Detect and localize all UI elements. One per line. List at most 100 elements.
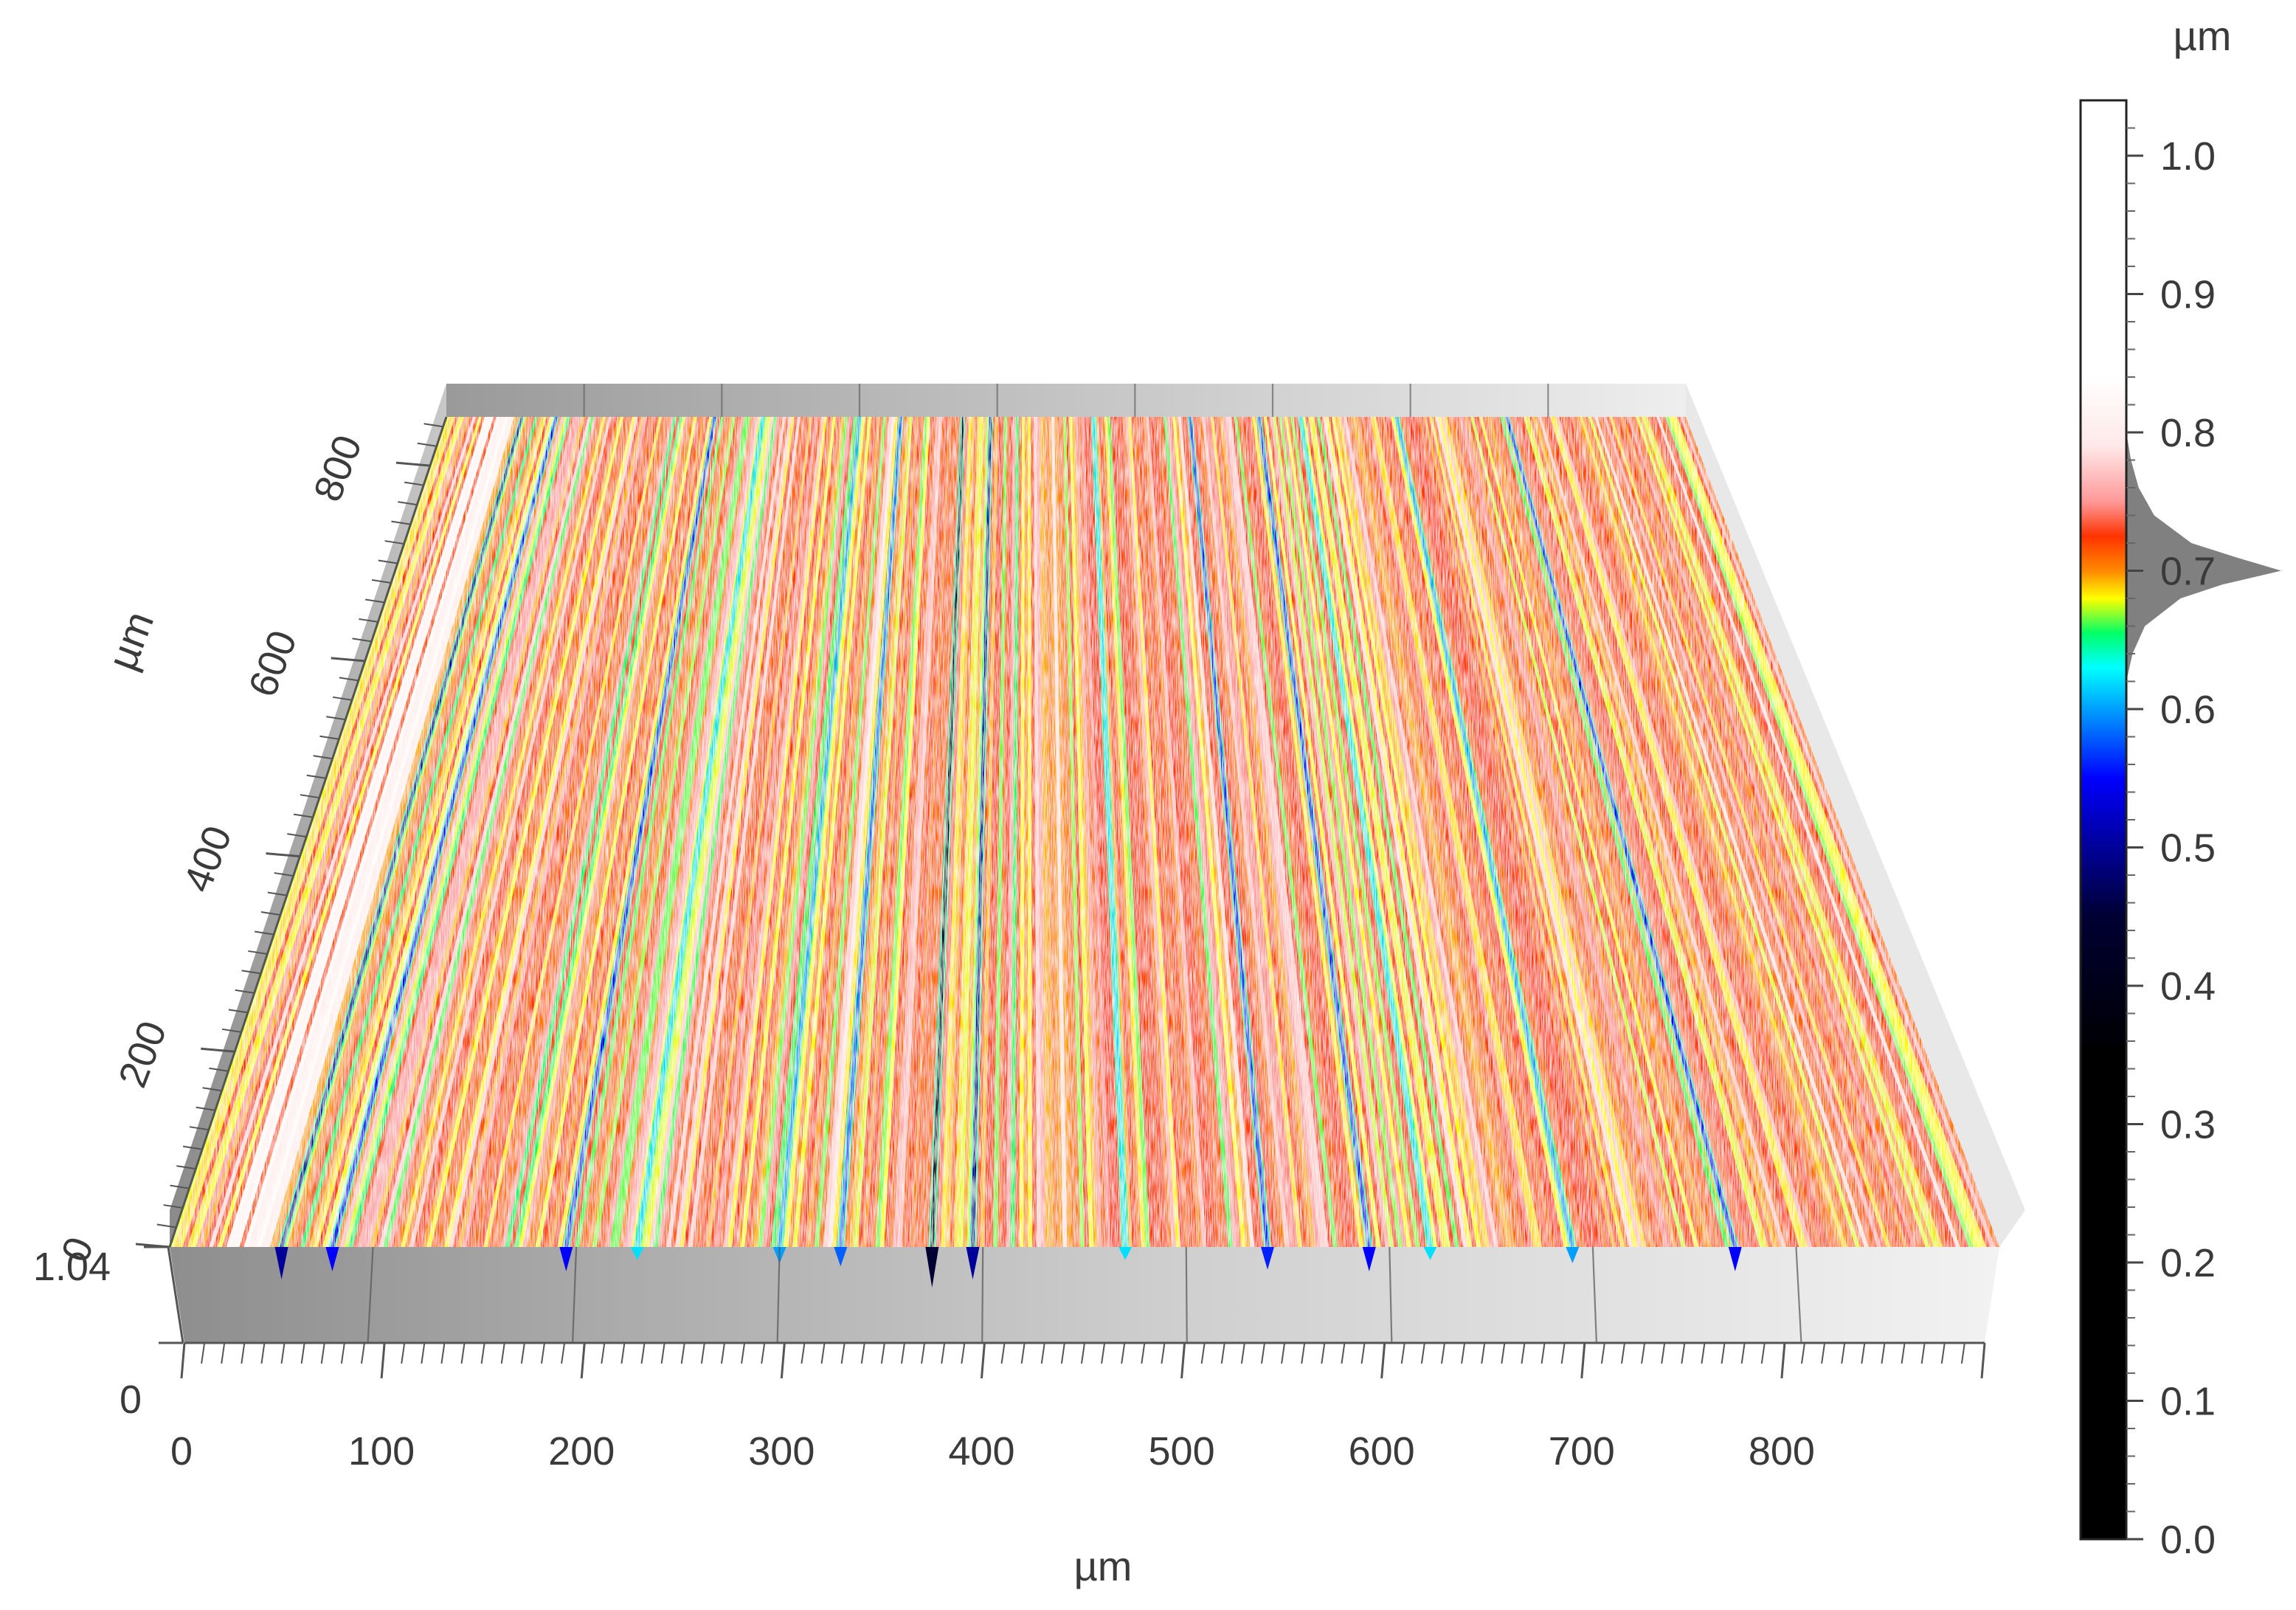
surface-stripe	[488, 417, 665, 1247]
surface-stripe	[1057, 417, 1077, 1247]
surface-stripe	[1630, 417, 1922, 1247]
surface-stripe	[1102, 417, 1142, 1247]
surface-stripe	[1329, 417, 1478, 1247]
surface-stripe	[1149, 417, 1212, 1247]
surface-stripe	[888, 417, 937, 1247]
surface-stripe	[1600, 417, 1878, 1247]
surface-stripe	[1615, 417, 1901, 1247]
surface-stripe	[230, 417, 491, 1247]
surface-stripe	[875, 417, 928, 1247]
surface-stripe	[818, 417, 890, 1247]
surface-stripe	[1476, 417, 1695, 1247]
surface-stripe	[1040, 417, 1051, 1247]
surface-stripe	[579, 417, 727, 1247]
y-tick-label: 600	[241, 625, 305, 703]
surface-stripe	[426, 417, 624, 1247]
surface-stripe	[1385, 417, 1560, 1247]
surface-stripe	[766, 417, 854, 1247]
surface-stripe	[378, 417, 592, 1247]
surface-stripe	[1042, 417, 1055, 1247]
surface-stripe	[387, 417, 598, 1247]
groove-dip	[1118, 1247, 1133, 1260]
surface-stripe	[1155, 417, 1220, 1247]
surface-stripe	[1656, 417, 1961, 1247]
surface-stripe	[1636, 417, 1931, 1247]
surface-stripe	[1163, 417, 1234, 1247]
surface-stripe	[893, 417, 940, 1247]
colorbar-tick-label: 0.8	[2160, 411, 2216, 455]
surface-stripe	[243, 417, 500, 1247]
surface-stripe	[1400, 417, 1583, 1247]
surface-stripe	[1473, 417, 1691, 1247]
surface-stripe	[1346, 417, 1504, 1247]
surface-stripe	[1264, 417, 1382, 1247]
surface-stripe	[1509, 417, 1743, 1247]
surface-stripe	[1494, 417, 1721, 1247]
surface-stripe	[509, 417, 680, 1247]
surface-stripe	[1320, 417, 1465, 1247]
surface-stripe	[1532, 417, 1778, 1247]
surface-stripe	[252, 417, 506, 1247]
surface-stripe	[1438, 417, 1639, 1247]
surface-stripe	[235, 417, 494, 1247]
surface-stripe	[941, 417, 972, 1247]
surface-stripe	[1550, 417, 1805, 1247]
surface-stripe	[1414, 417, 1604, 1247]
surface-stripe	[692, 417, 804, 1247]
surface-stripe	[1290, 417, 1421, 1247]
x-tick-label: 600	[1349, 1429, 1415, 1473]
surface-stripe	[1488, 417, 1713, 1247]
surface-stripe	[1279, 417, 1403, 1247]
z-tick-label-top: 1.04	[33, 1245, 111, 1289]
surface-stripe	[1166, 417, 1238, 1247]
surface-stripe	[221, 417, 485, 1247]
surface-stripe	[1361, 417, 1526, 1247]
surface-stripe	[902, 417, 946, 1247]
surface-stripe	[1060, 417, 1081, 1247]
surface-stripe	[1674, 417, 1988, 1247]
surface-stripe	[317, 417, 550, 1247]
surface-stripe	[457, 417, 645, 1247]
surface-stripe	[905, 417, 949, 1247]
surface-stripe	[879, 417, 931, 1247]
surface-stripe	[1311, 417, 1451, 1247]
surface-stripe	[945, 417, 975, 1247]
surface-stripe	[640, 417, 769, 1247]
surface-stripe	[1305, 417, 1443, 1247]
surface-stripe	[744, 417, 840, 1247]
surface-stripe	[1547, 417, 1800, 1247]
surface-stripe	[287, 417, 530, 1247]
surface-stripe	[1143, 417, 1203, 1247]
surface-stripe	[1308, 417, 1447, 1247]
surface-stripe	[1612, 417, 1896, 1247]
surface-stripe	[1482, 417, 1704, 1247]
surface-stripe	[884, 417, 934, 1247]
surface-stripe	[601, 417, 742, 1247]
surface-stripe	[914, 417, 955, 1247]
surface-stripe	[1317, 417, 1460, 1247]
surface-stripe	[1134, 417, 1190, 1247]
surface-stripe	[470, 417, 654, 1247]
surface-stripe	[679, 417, 795, 1247]
surface-stripe	[736, 417, 834, 1247]
groove	[1299, 417, 1432, 1247]
surface-stripe	[1045, 417, 1059, 1247]
right-wall	[1686, 384, 2025, 1247]
x-axis-label: µm	[1074, 1543, 1133, 1589]
surface-stripe	[1417, 417, 1608, 1247]
surface-stripe	[1574, 417, 1839, 1247]
surface-stripe	[527, 417, 692, 1247]
surface-stripe	[383, 417, 595, 1247]
surface-stripe	[291, 417, 533, 1247]
surface-stripe	[361, 417, 580, 1247]
surface-stripe	[587, 417, 733, 1247]
surface-stripe	[1432, 417, 1630, 1247]
surface-stripe	[261, 417, 512, 1247]
surface-stripe	[1603, 417, 1883, 1247]
surface-stripe	[178, 417, 456, 1247]
y-axis-label: µm	[98, 605, 162, 676]
groove	[564, 417, 716, 1247]
surface-stripe	[1140, 417, 1199, 1247]
surface-stripe	[1367, 417, 1535, 1247]
surface-stripe	[409, 417, 612, 1247]
